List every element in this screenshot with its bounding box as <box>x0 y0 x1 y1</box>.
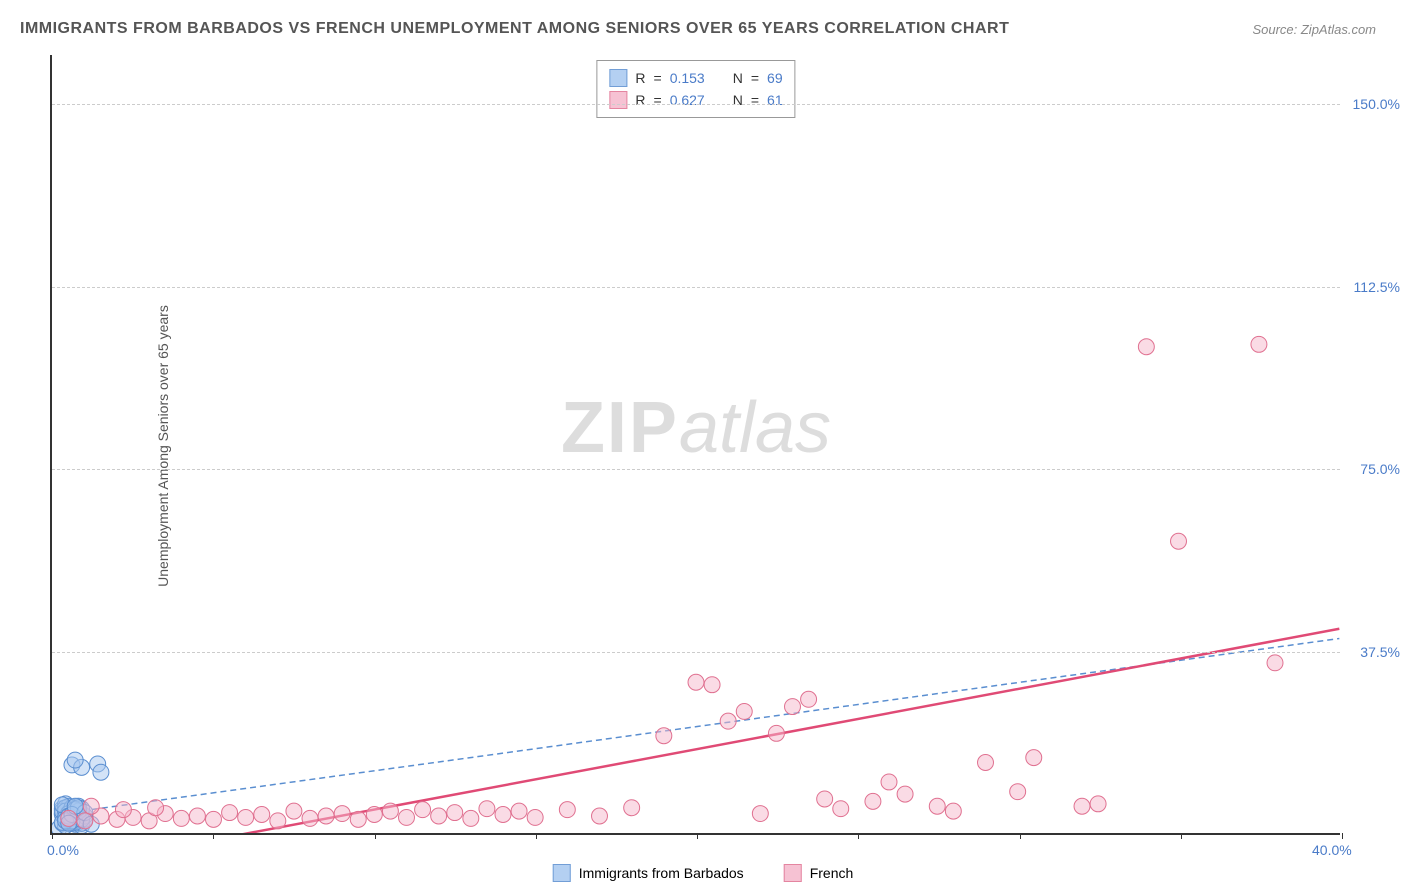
scatter-point <box>366 807 382 823</box>
x-tick <box>1020 833 1021 839</box>
scatter-point <box>978 755 994 771</box>
x-tick-label: 40.0% <box>1312 842 1352 858</box>
grid-line <box>52 104 1340 105</box>
grid-line <box>52 652 1340 653</box>
scatter-point <box>238 809 254 825</box>
chart-title: IMMIGRANTS FROM BARBADOS VS FRENCH UNEMP… <box>20 20 1009 38</box>
bottom-swatch-pink <box>784 864 802 882</box>
scatter-point <box>945 803 961 819</box>
scatter-point <box>768 725 784 741</box>
scatter-point <box>93 764 109 780</box>
x-tick <box>858 833 859 839</box>
scatter-point <box>801 691 817 707</box>
scatter-point <box>206 811 222 827</box>
scatter-point <box>720 713 736 729</box>
scatter-point <box>334 806 350 822</box>
x-tick <box>1181 833 1182 839</box>
scatter-point <box>527 809 543 825</box>
scatter-point <box>817 791 833 807</box>
scatter-point <box>173 810 189 826</box>
scatter-point <box>148 800 164 816</box>
grid-line <box>52 469 1340 470</box>
scatter-point <box>463 810 479 826</box>
scatter-point <box>415 802 431 818</box>
x-tick <box>1342 833 1343 839</box>
plot-area: R = 0.153 N = 69 R = 0.627 N = 61 ZIPatl… <box>50 55 1340 835</box>
bottom-legend-label-2: French <box>810 865 854 881</box>
x-tick-label: 0.0% <box>47 842 79 858</box>
grid-line <box>52 287 1340 288</box>
scatter-point <box>431 808 447 824</box>
scatter-point <box>688 674 704 690</box>
scatter-point <box>254 807 270 823</box>
bottom-swatch-blue <box>553 864 571 882</box>
scatter-point <box>1138 339 1154 355</box>
scatter-point <box>222 805 238 821</box>
x-tick <box>697 833 698 839</box>
scatter-point <box>511 803 527 819</box>
scatter-point <box>881 774 897 790</box>
scatter-svg <box>52 55 1340 833</box>
scatter-point <box>865 793 881 809</box>
x-tick <box>213 833 214 839</box>
scatter-point <box>77 813 93 829</box>
scatter-point <box>736 703 752 719</box>
scatter-point <box>833 801 849 817</box>
scatter-point <box>929 798 945 814</box>
scatter-point <box>67 752 83 768</box>
scatter-point <box>61 810 77 826</box>
scatter-point <box>1171 533 1187 549</box>
scatter-point <box>83 798 99 814</box>
x-tick <box>52 833 53 839</box>
scatter-point <box>1074 798 1090 814</box>
scatter-point <box>656 728 672 744</box>
x-tick <box>375 833 376 839</box>
scatter-point <box>592 808 608 824</box>
scatter-point <box>704 677 720 693</box>
scatter-point <box>382 803 398 819</box>
scatter-point <box>1010 784 1026 800</box>
scatter-point <box>189 808 205 824</box>
scatter-point <box>785 699 801 715</box>
bottom-legend-label-1: Immigrants from Barbados <box>579 865 744 881</box>
x-tick <box>536 833 537 839</box>
scatter-point <box>350 811 366 827</box>
scatter-point <box>1251 336 1267 352</box>
scatter-point <box>1090 796 1106 812</box>
scatter-point <box>1267 655 1283 671</box>
bottom-legend-item-1: Immigrants from Barbados <box>553 864 744 882</box>
scatter-point <box>318 808 334 824</box>
scatter-point <box>624 800 640 816</box>
scatter-point <box>270 813 286 829</box>
scatter-point <box>495 807 511 823</box>
scatter-point <box>302 810 318 826</box>
bottom-legend: Immigrants from Barbados French <box>553 864 854 882</box>
scatter-point <box>897 786 913 802</box>
scatter-point <box>559 802 575 818</box>
y-tick-label: 75.0% <box>1360 461 1400 477</box>
scatter-point <box>479 801 495 817</box>
scatter-point <box>115 802 131 818</box>
y-tick-label: 150.0% <box>1353 96 1400 112</box>
scatter-point <box>1026 750 1042 766</box>
scatter-point <box>399 809 415 825</box>
y-tick-label: 37.5% <box>1360 644 1400 660</box>
scatter-point <box>286 803 302 819</box>
y-tick-label: 112.5% <box>1354 279 1400 295</box>
bottom-legend-item-2: French <box>784 864 854 882</box>
source-label: Source: ZipAtlas.com <box>1252 22 1376 37</box>
scatter-point <box>447 805 463 821</box>
scatter-point <box>752 806 768 822</box>
